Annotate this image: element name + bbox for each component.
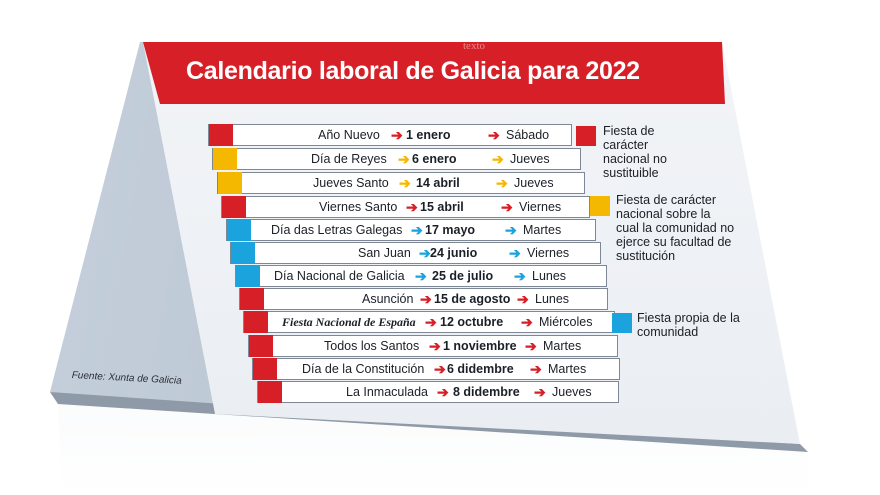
legend-label: Fiesta de carácter nacional sobre la cua… xyxy=(616,193,735,263)
holiday-date: 12 octubre xyxy=(440,315,504,329)
holiday-date: 1 enero xyxy=(406,128,451,142)
arrow-right-icon: ➔ xyxy=(521,314,533,330)
holiday-weekday: Martes xyxy=(543,339,582,353)
arrow-right-icon: ➔ xyxy=(419,245,431,261)
table-row: Día das Letras Galegas ➔ 17 mayo ➔ Martes xyxy=(226,219,596,241)
arrow-right-icon: ➔ xyxy=(429,338,441,354)
holiday-type-swatch xyxy=(213,148,237,170)
holiday-weekday: Martes xyxy=(548,362,587,376)
holiday-name: Asunción xyxy=(362,292,414,306)
table-row: La Inmaculada ➔ 8 didembre ➔ Jueves xyxy=(257,381,619,403)
holiday-type-swatch xyxy=(227,219,251,241)
arrow-right-icon: ➔ xyxy=(505,222,517,238)
holiday-type-swatch xyxy=(236,265,260,287)
holiday-type-swatch xyxy=(231,242,255,264)
holiday-weekday: Jueves xyxy=(510,152,550,166)
holiday-type-swatch xyxy=(244,311,268,333)
holiday-name: Fiesta Nacional de España xyxy=(282,315,416,329)
holiday-weekday: Viernes xyxy=(519,200,562,214)
legend-swatch xyxy=(612,313,632,333)
arrow-right-icon: ➔ xyxy=(530,361,542,377)
page-title: Calendario laboral de Galicia para 2022 xyxy=(186,57,640,85)
holiday-name: Viernes Santo xyxy=(319,200,398,214)
table-row: Año Nuevo ➔ 1 enero ➔ Sábado xyxy=(208,124,572,146)
arrow-right-icon: ➔ xyxy=(525,338,537,354)
arrow-right-icon: ➔ xyxy=(514,268,526,284)
holiday-type-swatch xyxy=(249,335,273,357)
arrow-right-icon: ➔ xyxy=(509,245,521,261)
holiday-weekday: Jueves xyxy=(514,176,554,190)
arrow-right-icon: ➔ xyxy=(425,314,437,330)
holiday-type-swatch xyxy=(218,172,242,194)
holiday-date: 25 de julio xyxy=(432,269,494,283)
table-row: Día de Reyes ➔ 6 enero ➔ Jueves xyxy=(212,148,581,170)
holiday-name: Día de la Constitución xyxy=(302,362,425,376)
arrow-right-icon: ➔ xyxy=(492,151,504,167)
arrow-right-icon: ➔ xyxy=(420,291,432,307)
table-row: Fiesta Nacional de España ➔ 12 octubre ➔ Mié… xyxy=(243,311,615,333)
holiday-name: Día Nacional de Galicia xyxy=(274,269,405,283)
arrow-right-icon: ➔ xyxy=(415,268,427,284)
holiday-name: Año Nuevo xyxy=(318,128,380,142)
holiday-weekday: Miércoles xyxy=(539,315,593,329)
holiday-name: La Inmaculada xyxy=(346,385,429,399)
arrow-right-icon: ➔ xyxy=(411,222,423,238)
holiday-date: 15 de agosto xyxy=(434,292,511,306)
holiday-type-swatch xyxy=(240,288,264,310)
holiday-weekday: Jueves xyxy=(552,385,592,399)
holiday-type-swatch xyxy=(209,124,233,146)
arrow-right-icon: ➔ xyxy=(398,151,410,167)
arrow-right-icon: ➔ xyxy=(399,175,411,191)
legend-label: Fiesta propia de la comunidad xyxy=(637,311,740,339)
holiday-weekday: Lunes xyxy=(532,269,567,283)
arrow-right-icon: ➔ xyxy=(534,384,546,400)
holiday-weekday: Viernes xyxy=(527,246,570,260)
holiday-date: 15 abril xyxy=(420,200,464,214)
arrow-right-icon: ➔ xyxy=(391,127,403,143)
holiday-date: 24 junio xyxy=(430,246,478,260)
holiday-name: San Juan xyxy=(358,246,411,260)
holiday-name: Día das Letras Galegas xyxy=(271,223,403,237)
arrow-right-icon: ➔ xyxy=(517,291,529,307)
holiday-date: 8 didembre xyxy=(453,385,520,399)
table-row: Asunción ➔ 15 de agosto ➔ Lunes xyxy=(239,288,608,310)
holiday-date: 1 noviembre xyxy=(443,339,517,353)
holiday-name: Todos los Santos xyxy=(324,339,420,353)
holiday-date: 6 didembre xyxy=(447,362,514,376)
arrow-right-icon: ➔ xyxy=(406,199,418,215)
legend-swatch xyxy=(576,126,596,146)
holiday-weekday: Martes xyxy=(523,223,562,237)
table-row: Día Nacional de Galicia ➔ 25 de julio ➔ Lune… xyxy=(235,265,607,287)
holiday-weekday: Lunes xyxy=(535,292,570,306)
holiday-type-swatch xyxy=(253,358,277,380)
legend-swatch xyxy=(590,196,610,216)
legend-label: Fiesta de carácter nacional no sustituib… xyxy=(603,124,667,180)
table-row: Viernes Santo ➔ 15 abril ➔ Viernes xyxy=(221,196,590,218)
arrow-right-icon: ➔ xyxy=(501,199,513,215)
arrow-right-icon: ➔ xyxy=(488,127,500,143)
holiday-type-swatch xyxy=(222,196,246,218)
holiday-weekday: Sábado xyxy=(506,128,550,142)
holiday-date: 6 enero xyxy=(412,152,457,166)
table-row: San Juan ➔ 24 junio ➔ Viernes xyxy=(230,242,601,264)
table-row: Día de la Constitución ➔ 6 didembre ➔ Martes xyxy=(252,358,620,380)
table-row: Todos los Santos ➔ 1 noviembre ➔ Martes xyxy=(248,335,618,357)
arrow-right-icon: ➔ xyxy=(496,175,508,191)
holiday-type-swatch xyxy=(258,381,282,403)
table-row: Jueves Santo ➔ 14 abril ➔ Jueves xyxy=(217,172,585,194)
holiday-name: Jueves Santo xyxy=(313,176,389,190)
holiday-date: 17 mayo xyxy=(425,223,476,237)
holiday-name: Día de Reyes xyxy=(311,152,387,166)
arrow-right-icon: ➔ xyxy=(434,361,446,377)
holiday-date: 14 abril xyxy=(416,176,460,190)
watermark-text: texto xyxy=(463,40,485,52)
arrow-right-icon: ➔ xyxy=(437,384,449,400)
